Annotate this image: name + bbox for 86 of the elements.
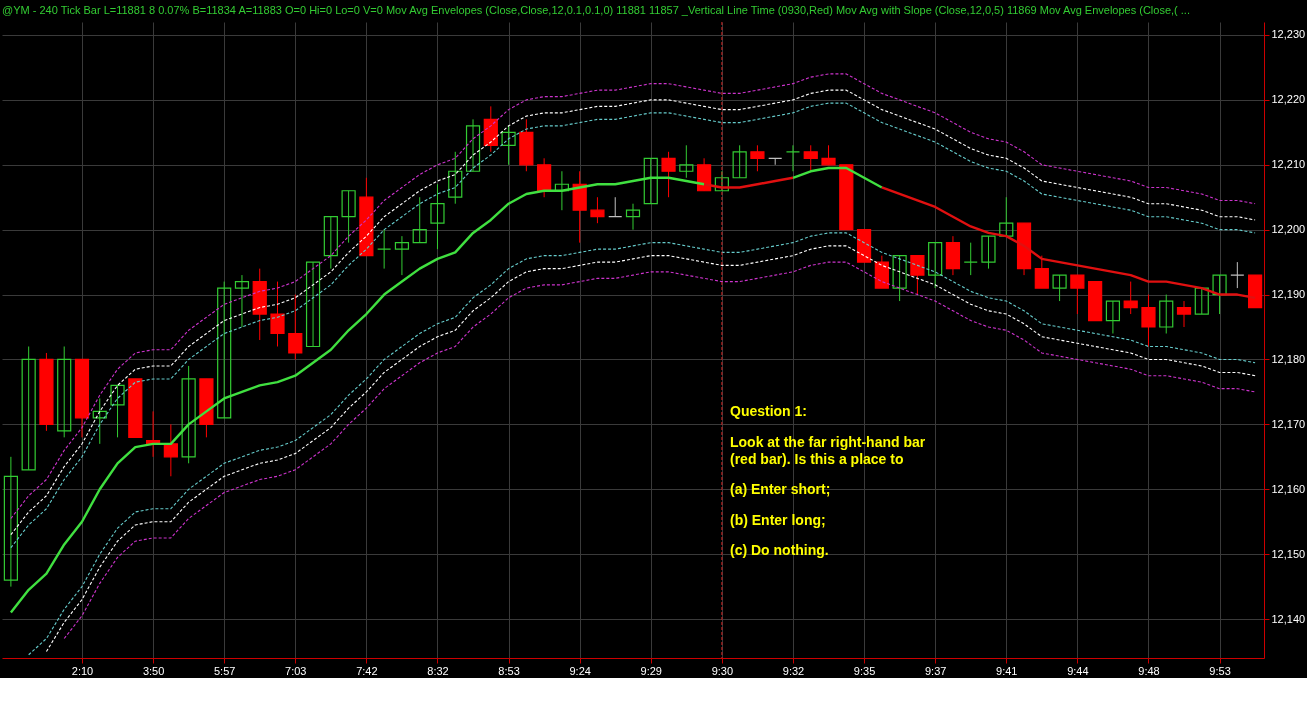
y-tick-label: 12,210 <box>1271 158 1306 171</box>
candlestick <box>1123 281 1138 315</box>
candlestick <box>1176 300 1192 328</box>
candlestick <box>377 229 392 270</box>
x-tick-label: 9:30 <box>711 664 734 677</box>
candlestick <box>590 196 605 224</box>
candlestick <box>1230 261 1245 289</box>
candlestick <box>1159 294 1174 335</box>
annotation: (c) Do nothing. <box>730 542 829 558</box>
candlestick <box>928 242 943 289</box>
candlestick <box>305 261 321 348</box>
candlestick <box>323 216 338 270</box>
y-tick-label: 12,140 <box>1271 612 1306 625</box>
candlestick <box>21 345 36 471</box>
x-tick-label: 9:48 <box>1138 664 1160 677</box>
candlestick <box>1212 274 1227 315</box>
candlestick <box>714 170 729 192</box>
candlestick <box>341 190 356 244</box>
x-tick-label: 3:50 <box>142 664 165 677</box>
candlestick <box>412 196 427 244</box>
candlestick <box>1105 300 1121 335</box>
candlestick <box>181 365 196 464</box>
candlestick <box>1052 274 1067 302</box>
y-tick-label: 12,170 <box>1271 417 1306 430</box>
y-tick-label: 12,200 <box>1271 223 1306 236</box>
candlestick <box>803 144 818 172</box>
candlestick <box>430 183 445 250</box>
candlestick <box>910 255 925 296</box>
candlestick <box>643 157 658 205</box>
candlestick <box>554 170 569 211</box>
candlestick <box>1034 255 1049 289</box>
annotation: (a) Enter short; <box>730 481 831 497</box>
x-tick-label: 5:57 <box>213 664 236 677</box>
x-tick-label: 9:35 <box>853 664 876 677</box>
candlestick <box>110 384 125 438</box>
x-tick-label: 9:32 <box>782 664 805 677</box>
y-tick-label: 12,190 <box>1271 288 1306 301</box>
candlestick <box>661 151 676 198</box>
candlestick <box>750 144 765 172</box>
candlestick <box>608 196 623 218</box>
candlestick <box>892 255 907 302</box>
candlestick <box>501 125 516 166</box>
y-tick-label: 12,180 <box>1271 352 1306 365</box>
y-tick-label: 12,230 <box>1271 28 1306 41</box>
x-tick-label: 9:24 <box>569 664 591 677</box>
candlestick <box>1141 294 1156 347</box>
candlestick <box>57 345 72 438</box>
x-tick-label: 7:03 <box>285 664 307 677</box>
candlestick <box>999 196 1014 237</box>
candlestick <box>465 118 481 172</box>
candlestick <box>679 144 694 179</box>
x-tick-label: 7:42 <box>356 664 378 677</box>
candlestick <box>768 157 783 166</box>
annotation: (b) Enter long; <box>730 512 826 528</box>
y-tick-label: 12,150 <box>1271 547 1306 560</box>
y-tick-label: 12,160 <box>1271 482 1306 495</box>
x-tick-label: 8:53 <box>498 664 520 677</box>
candlestick <box>963 242 978 276</box>
candlestick <box>92 397 107 445</box>
candlestick <box>270 281 285 347</box>
candlestick <box>163 423 178 477</box>
x-tick-label: 9:44 <box>1067 664 1089 677</box>
x-tick-label: 9:53 <box>1209 664 1231 677</box>
candlestick <box>234 274 250 328</box>
annotation: (red bar). Is this a place to <box>730 451 904 467</box>
candlestick <box>3 456 18 588</box>
candlestick <box>981 235 996 270</box>
x-tick-label: 9:41 <box>996 664 1018 677</box>
candlestick <box>821 144 836 166</box>
y-tick-label: 12,220 <box>1271 93 1306 106</box>
chart-title: @YM - 240 Tick Bar L=11881 8 0.07% B=11834 A=11883 O=0 Hi=0 Lo=0 V=0 Mov Avg Envelopes (Close,Close,12,0.1,0.1,0) 11881 11857 _Vertical Line Time (0930,Red) Mov Avg with Slope (Close,12,0,5) 11869 Mov Avg Envelopes (Close,( ... <box>2 3 1190 16</box>
annotation: Look at the far right-hand bar <box>730 434 926 450</box>
x-tick-label: 8:32 <box>427 664 449 677</box>
x-tick-label: 2:10 <box>71 664 94 677</box>
x-tick-label: 9:37 <box>924 664 947 677</box>
candlestick <box>1194 287 1209 315</box>
candlestick <box>288 294 303 360</box>
candlestick <box>394 235 410 276</box>
candlestick <box>785 144 801 172</box>
candlestick <box>732 144 747 179</box>
x-tick-label: 9:29 <box>640 664 662 677</box>
candlestick <box>1070 274 1085 315</box>
candlestick <box>448 151 463 205</box>
annotation: Question 1: <box>730 403 808 419</box>
candlestick <box>217 281 232 419</box>
candlestick <box>625 203 641 231</box>
